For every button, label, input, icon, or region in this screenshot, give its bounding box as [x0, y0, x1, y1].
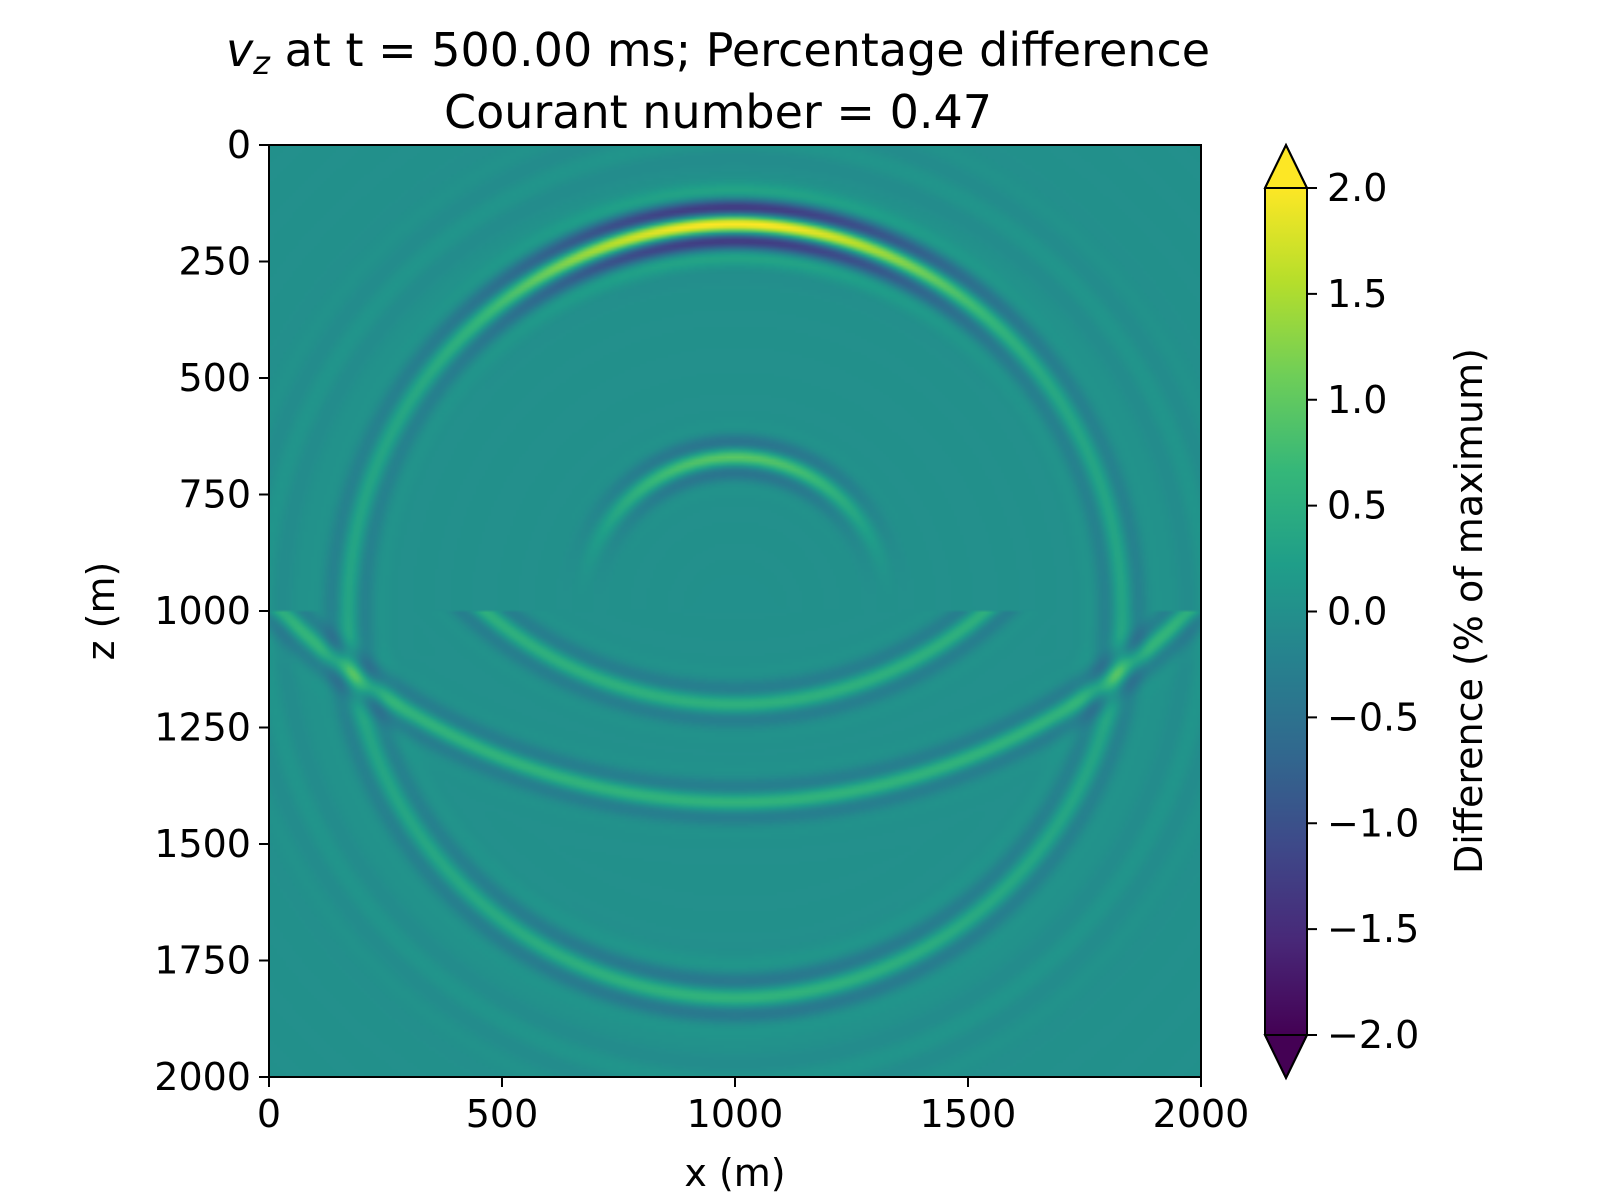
- colorbar-tick-label: 0.0: [1327, 590, 1387, 634]
- colorbar-body: [1265, 188, 1307, 1035]
- title-variable: v: [226, 23, 254, 77]
- x-tick-label: 1500: [920, 1092, 1017, 1136]
- colorbar-tick-label: −0.5: [1327, 695, 1419, 739]
- y-tick-label: 0: [227, 123, 251, 167]
- y-axis-label: z (m): [79, 562, 123, 661]
- title-rest: at t = 500.00 ms; Percentage difference: [270, 23, 1210, 77]
- y-tick-label: 250: [178, 240, 251, 284]
- title-variable-subscript: z: [252, 44, 271, 82]
- x-tick-label: 2000: [1153, 1092, 1250, 1136]
- y-tick-label: 2000: [154, 1055, 251, 1099]
- y-tick-label: 1750: [154, 939, 251, 983]
- y-tick-label: 1000: [154, 589, 251, 633]
- heatmap-image: [269, 145, 1201, 1077]
- chart-title-line2: Courant number = 0.47: [444, 85, 992, 139]
- colorbar-label: Difference (% of maximum): [1447, 348, 1491, 874]
- x-axis-ticks: 0 500 1000 1500 2000: [257, 1077, 1249, 1136]
- colorbar-tick-label: 1.0: [1327, 378, 1387, 422]
- y-axis-ticks: 0 250 500 750 1000 1250 1500 1750 2000: [154, 123, 269, 1099]
- x-tick-label: 500: [466, 1092, 539, 1136]
- x-tick-label: 1000: [687, 1092, 784, 1136]
- y-tick-label: 1500: [154, 822, 251, 866]
- colorbar-extend-max: [1263, 142, 1309, 189]
- chart-title-line1: vz at t = 500.00 ms; Percentage differen…: [226, 23, 1210, 82]
- colorbar-tick-label: 0.5: [1327, 484, 1387, 528]
- colorbar-ticks: 2.0 1.5 1.0 0.5 0.0 −0.5 −1.0 −1.5 −2.0: [1307, 166, 1419, 1057]
- colorbar-tick-label: −2.0: [1327, 1013, 1419, 1057]
- x-tick-label: 0: [257, 1092, 281, 1136]
- x-axis-label: x (m): [684, 1151, 785, 1195]
- colorbar-tick-label: −1.5: [1327, 907, 1419, 951]
- colorbar: 2.0 1.5 1.0 0.5 0.0 −0.5 −1.0 −1.5 −2.0 Differen…: [1263, 142, 1491, 1081]
- plot-area: [268, 144, 1202, 1078]
- colorbar-tick-label: 2.0: [1327, 166, 1387, 210]
- y-tick-label: 500: [178, 356, 251, 400]
- y-tick-label: 750: [178, 473, 251, 517]
- colorbar-extend-min: [1263, 1034, 1309, 1081]
- colorbar-tick-label: −1.0: [1327, 801, 1419, 845]
- y-tick-label: 1250: [154, 706, 251, 750]
- colorbar-tick-label: 1.5: [1327, 272, 1387, 316]
